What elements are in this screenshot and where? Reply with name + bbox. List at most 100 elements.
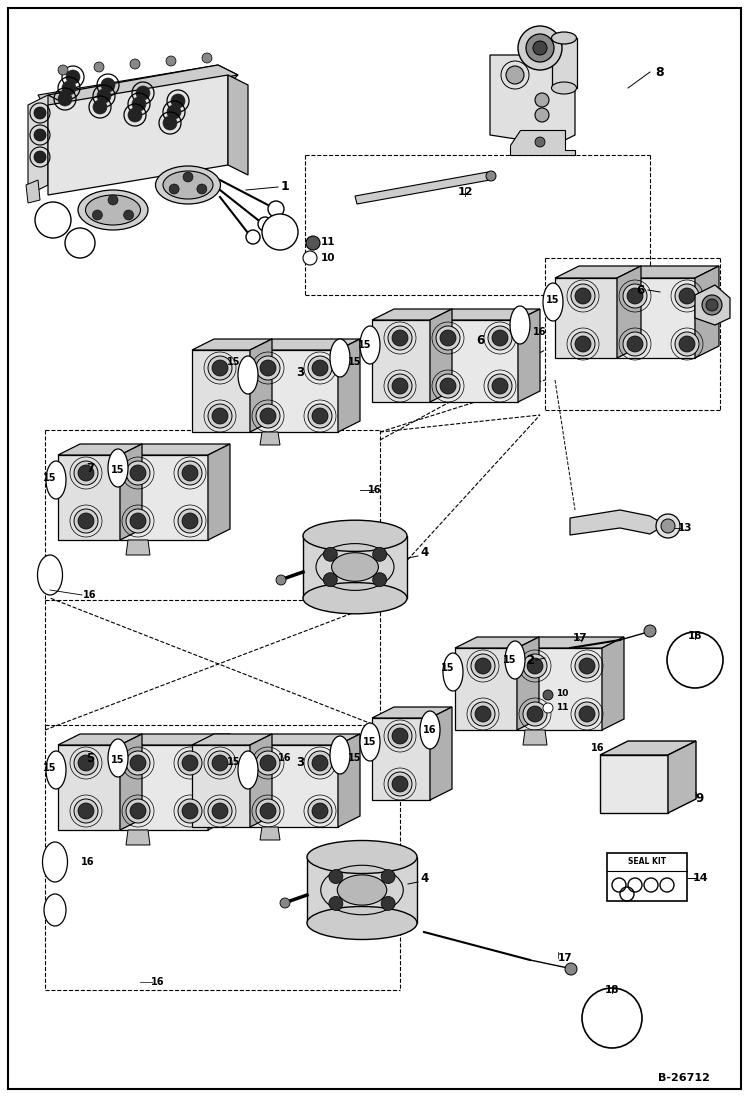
- Text: 5: 5: [86, 751, 94, 765]
- Circle shape: [582, 988, 642, 1048]
- Ellipse shape: [307, 840, 417, 873]
- Polygon shape: [455, 648, 517, 730]
- Circle shape: [130, 755, 146, 771]
- Circle shape: [392, 728, 408, 744]
- Text: 1: 1: [281, 181, 289, 193]
- Polygon shape: [120, 444, 142, 540]
- Circle shape: [312, 755, 328, 771]
- Circle shape: [130, 465, 146, 480]
- Polygon shape: [600, 740, 696, 755]
- Ellipse shape: [238, 357, 258, 394]
- Polygon shape: [517, 637, 624, 648]
- Circle shape: [527, 658, 543, 674]
- Circle shape: [303, 251, 317, 265]
- Circle shape: [329, 870, 343, 883]
- Polygon shape: [455, 637, 539, 648]
- Circle shape: [312, 360, 328, 376]
- Polygon shape: [617, 265, 719, 278]
- Circle shape: [388, 772, 412, 796]
- Circle shape: [575, 336, 591, 352]
- Ellipse shape: [510, 306, 530, 344]
- Circle shape: [128, 108, 142, 122]
- Polygon shape: [517, 637, 539, 730]
- Circle shape: [523, 654, 547, 678]
- Circle shape: [34, 108, 46, 118]
- Polygon shape: [126, 830, 150, 845]
- Polygon shape: [555, 278, 617, 358]
- Polygon shape: [600, 755, 668, 813]
- Text: 15: 15: [358, 340, 372, 350]
- Circle shape: [260, 360, 276, 376]
- Circle shape: [488, 326, 512, 350]
- Bar: [552, 38, 577, 88]
- Circle shape: [373, 573, 386, 587]
- Ellipse shape: [332, 553, 378, 581]
- Text: 17: 17: [573, 633, 587, 643]
- Text: 11: 11: [321, 237, 336, 247]
- Polygon shape: [228, 75, 248, 176]
- Circle shape: [527, 706, 543, 722]
- Text: 16: 16: [533, 327, 547, 337]
- Text: 15: 15: [546, 295, 560, 305]
- Polygon shape: [250, 734, 272, 827]
- Circle shape: [543, 690, 553, 700]
- Text: 7: 7: [86, 462, 94, 475]
- Ellipse shape: [543, 283, 563, 321]
- Circle shape: [92, 210, 103, 220]
- Circle shape: [492, 330, 508, 346]
- Ellipse shape: [108, 449, 128, 487]
- Circle shape: [35, 202, 71, 238]
- Ellipse shape: [156, 166, 220, 204]
- Circle shape: [97, 89, 111, 103]
- Circle shape: [575, 654, 599, 678]
- Bar: [307, 857, 417, 923]
- Text: 3: 3: [296, 365, 304, 378]
- Circle shape: [182, 803, 198, 819]
- Text: 16: 16: [423, 725, 437, 735]
- Text: 8: 8: [655, 66, 664, 79]
- Ellipse shape: [303, 583, 407, 614]
- Polygon shape: [355, 172, 490, 204]
- Circle shape: [183, 172, 193, 182]
- Polygon shape: [120, 444, 230, 455]
- Ellipse shape: [37, 555, 62, 595]
- Text: 15: 15: [348, 357, 362, 367]
- Circle shape: [535, 108, 549, 122]
- Bar: [303, 535, 407, 598]
- Circle shape: [124, 210, 133, 220]
- Polygon shape: [430, 706, 452, 800]
- Polygon shape: [120, 734, 230, 745]
- Circle shape: [268, 201, 284, 217]
- Ellipse shape: [78, 190, 148, 230]
- Circle shape: [130, 803, 146, 819]
- Circle shape: [182, 755, 198, 771]
- Ellipse shape: [163, 171, 213, 199]
- Polygon shape: [250, 350, 338, 432]
- Polygon shape: [338, 339, 360, 432]
- Text: 17: 17: [558, 953, 572, 963]
- Text: 6: 6: [476, 333, 484, 347]
- Text: 10: 10: [321, 253, 336, 263]
- Circle shape: [130, 59, 140, 69]
- Circle shape: [475, 658, 491, 674]
- Ellipse shape: [108, 739, 128, 777]
- Text: 18: 18: [604, 985, 619, 995]
- Circle shape: [543, 703, 553, 713]
- Circle shape: [58, 92, 72, 106]
- Circle shape: [675, 284, 699, 308]
- Circle shape: [108, 195, 118, 205]
- Ellipse shape: [330, 339, 350, 377]
- Polygon shape: [260, 827, 280, 840]
- Circle shape: [312, 408, 328, 425]
- Circle shape: [475, 706, 491, 722]
- Circle shape: [74, 461, 98, 485]
- Circle shape: [575, 702, 599, 726]
- Circle shape: [306, 236, 320, 250]
- Polygon shape: [617, 265, 641, 358]
- Circle shape: [436, 326, 460, 350]
- Polygon shape: [372, 309, 452, 320]
- Circle shape: [308, 751, 332, 774]
- Ellipse shape: [85, 195, 141, 225]
- Text: 16: 16: [369, 485, 382, 495]
- Text: 2: 2: [526, 654, 534, 667]
